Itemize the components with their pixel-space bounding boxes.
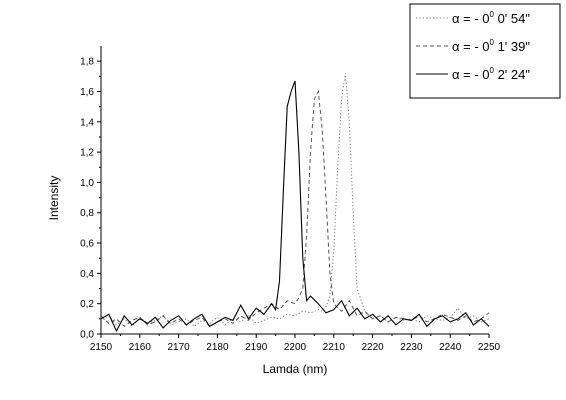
- x-tick-label: 2210: [323, 342, 346, 353]
- series-layer: [100, 73, 490, 333]
- legend-label: α = - 00 2' 24": [452, 66, 530, 82]
- legend-label: α = - 00 0' 54": [452, 10, 530, 26]
- y-tick-label: 1,0: [80, 178, 94, 189]
- x-tick-label: 2160: [129, 342, 152, 353]
- y-tick-label: 0,2: [80, 299, 94, 310]
- plot-area: 2150 2160 2170 2180 2190 2200 2210 2220 2230 2240…: [80, 46, 501, 353]
- x-tick-label: 2230: [400, 342, 423, 353]
- legend: α = - 00 0' 54" α = - 00 1' 39" α = - 00 2…: [409, 3, 561, 99]
- series-line-dotted: [100, 73, 490, 328]
- y-tick-label: 1,4: [80, 117, 94, 128]
- series-line-solid: [100, 80, 490, 333]
- x-axis-ticks: 2150 2160 2170 2180 2190 2200 2210 2220 2230 2240…: [90, 334, 501, 353]
- x-tick-label: 2150: [90, 342, 113, 353]
- series-line-dashed: [100, 89, 490, 328]
- y-tick-label: 0,6: [80, 239, 94, 250]
- y-tick-label: 1,6: [80, 87, 94, 98]
- x-tick-label: 2180: [206, 342, 229, 353]
- y-axis-title: Intensity: [47, 176, 61, 221]
- legend-label: α = - 00 1' 39": [452, 38, 530, 54]
- x-tick-label: 2170: [167, 342, 190, 353]
- x-tick-label: 2220: [361, 342, 384, 353]
- x-axis-title: Lamda (nm): [263, 362, 328, 376]
- y-axis-ticks: 0,0 0,2 0,4 0,6 0,8 1,0 1,2 1,4 1,6 1,8: [80, 57, 101, 341]
- x-tick-label: 2200: [284, 342, 307, 353]
- x-tick-label: 2190: [245, 342, 268, 353]
- y-tick-label: 0,0: [80, 330, 94, 341]
- x-tick-label: 2240: [439, 342, 462, 353]
- y-tick-label: 1,8: [80, 57, 94, 68]
- legend-box: [409, 3, 561, 99]
- y-tick-label: 1,2: [80, 148, 94, 159]
- x-tick-label: 2250: [478, 342, 501, 353]
- y-tick-label: 0,8: [80, 208, 94, 219]
- y-tick-label: 0,4: [80, 269, 94, 280]
